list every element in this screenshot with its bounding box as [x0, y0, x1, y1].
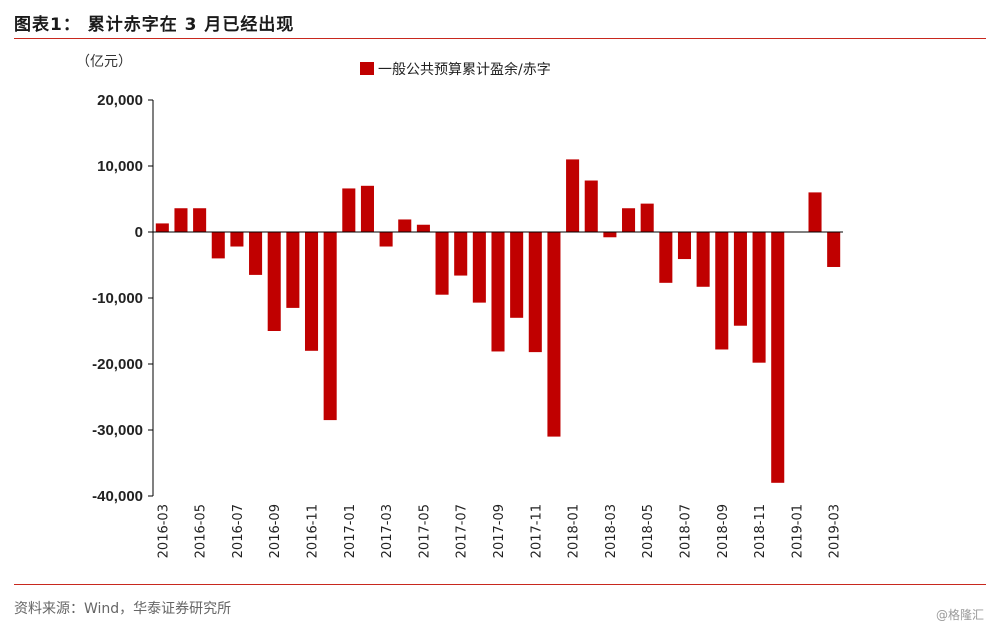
bar-2017-05 [416, 224, 430, 232]
bars [155, 159, 841, 483]
bar-2017-12 [547, 232, 561, 437]
bar-2016-05 [193, 208, 207, 232]
bar-2019-02 [808, 192, 822, 232]
bar-2016-07 [230, 232, 244, 247]
bar-2019-03 [827, 232, 841, 267]
bar-2018-02 [584, 180, 598, 232]
y-tick-label: -40,000 [92, 488, 143, 505]
x-tick-label: 2016-03 [156, 504, 171, 558]
bar-2016-12 [323, 232, 337, 421]
x-tick-label: 2016-05 [194, 504, 209, 558]
bar-2016-08 [249, 232, 263, 275]
bar-2017-01 [342, 188, 356, 232]
bar-2018-03 [603, 232, 617, 238]
bar-2016-04 [174, 208, 188, 232]
bar-2018-06 [659, 232, 673, 283]
bar-2017-07 [454, 232, 468, 276]
y-tick-label: -20,000 [92, 356, 143, 373]
y-axis-unit: （亿元） [76, 54, 132, 70]
x-tick-label: 2018-07 [678, 504, 693, 558]
x-tick-label: 2017-07 [455, 504, 470, 558]
y-tick-label: -10,000 [92, 290, 143, 307]
bar-2018-12 [771, 232, 785, 483]
bar-2018-07 [677, 232, 692, 260]
x-tick-label: 2019-01 [790, 504, 805, 558]
bar-2017-02 [360, 185, 374, 232]
bar-2017-11 [528, 232, 542, 353]
bar-chart: （亿元） 一般公共预算累计盈余/赤字 20,000 10,000 0 -10,000 -… [76, 54, 843, 558]
x-tick-label: 2017-03 [380, 504, 395, 558]
bar-2016-09 [267, 232, 281, 331]
watermark: @格隆汇 [935, 608, 984, 622]
bar-2016-06 [211, 232, 225, 259]
bar-2017-04 [398, 219, 412, 232]
footer-divider [14, 584, 986, 585]
x-tick-label: 2018-09 [716, 504, 731, 558]
bar-2018-04 [622, 208, 636, 232]
bar-2017-10 [510, 232, 524, 318]
bar-2018-10 [733, 232, 747, 326]
legend: 一般公共预算累计盈余/赤字 [360, 61, 551, 78]
bar-2016-10 [286, 232, 300, 308]
bar-2018-08 [696, 232, 710, 287]
x-tick-label: 2016-07 [231, 504, 246, 558]
x-tick-label: 2018-03 [604, 504, 619, 558]
bar-2018-05 [640, 203, 654, 232]
x-tick-label: 2018-11 [753, 504, 768, 558]
y-tick-label: 0 [135, 224, 143, 241]
bar-2017-09 [491, 232, 505, 352]
x-tick-label: 2016-09 [268, 504, 283, 558]
y-tick-label: 20,000 [97, 92, 143, 109]
y-tick-label: -30,000 [92, 422, 143, 439]
bar-2017-08 [472, 232, 486, 303]
bar-2017-03 [379, 232, 393, 247]
y-tick-label: 10,000 [97, 158, 143, 175]
x-tick-label: 2017-01 [343, 504, 358, 558]
legend-swatch [360, 62, 374, 75]
bar-2017-06 [435, 232, 449, 295]
legend-label: 一般公共预算累计盈余/赤字 [378, 61, 551, 78]
x-tick-label: 2017-05 [417, 504, 432, 558]
x-tick-label: 2017-09 [492, 504, 507, 558]
x-tick-label: 2018-01 [567, 504, 582, 558]
x-axis: 2016-03 2016-05 2016-07 2016-09 2016-11 2017-… [156, 504, 842, 558]
bar-2016-11 [304, 232, 319, 351]
y-axis: 20,000 10,000 0 -10,000 -20,000 -30,000 -40,00… [92, 92, 153, 505]
bar-2018-11 [752, 232, 766, 363]
source-note: 资料来源：Wind，华泰证券研究所 [14, 601, 232, 617]
bar-2018-01 [566, 159, 580, 232]
x-tick-label: 2017-11 [529, 504, 544, 558]
x-tick-label: 2019-03 [828, 504, 843, 558]
figure-title: 图表1： 累计赤字在 3 月已经出现 [14, 15, 295, 35]
x-tick-label: 2018-05 [641, 504, 656, 558]
title-divider [14, 38, 986, 39]
bar-2016-03 [155, 223, 169, 232]
bar-2018-09 [715, 232, 729, 350]
x-tick-label: 2016-11 [306, 504, 321, 558]
